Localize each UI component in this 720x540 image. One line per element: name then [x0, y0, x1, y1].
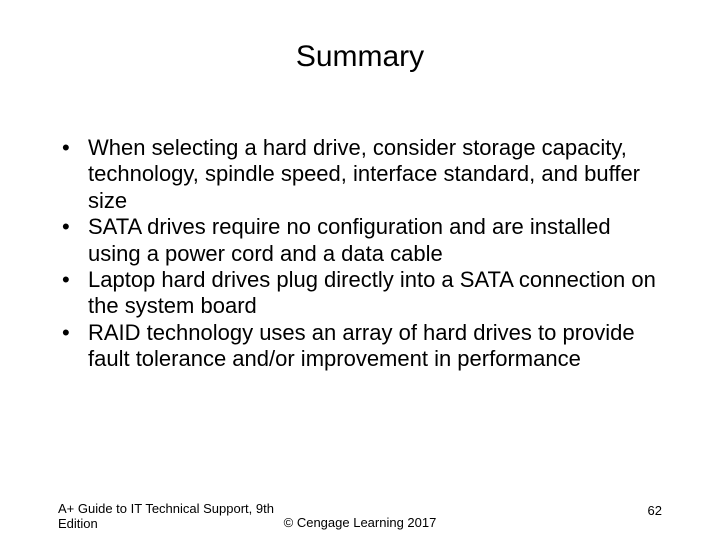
footer-center: © Cengage Learning 2017	[0, 515, 720, 530]
slide: Summary When selecting a hard drive, con…	[0, 0, 720, 540]
page-number: 62	[648, 503, 662, 518]
list-item: When selecting a hard drive, consider st…	[58, 135, 668, 214]
list-item: Laptop hard drives plug directly into a …	[58, 267, 668, 320]
list-item: SATA drives require no configuration and…	[58, 214, 668, 267]
content-area: When selecting a hard drive, consider st…	[58, 135, 668, 373]
bullet-text: SATA drives require no configuration and…	[88, 214, 611, 265]
bullet-list: When selecting a hard drive, consider st…	[58, 135, 668, 373]
page-title: Summary	[0, 40, 720, 74]
bullet-text: RAID technology uses an array of hard dr…	[88, 320, 635, 371]
bullet-text: Laptop hard drives plug directly into a …	[88, 267, 656, 318]
list-item: RAID technology uses an array of hard dr…	[58, 320, 668, 373]
bullet-text: When selecting a hard drive, consider st…	[88, 135, 640, 213]
